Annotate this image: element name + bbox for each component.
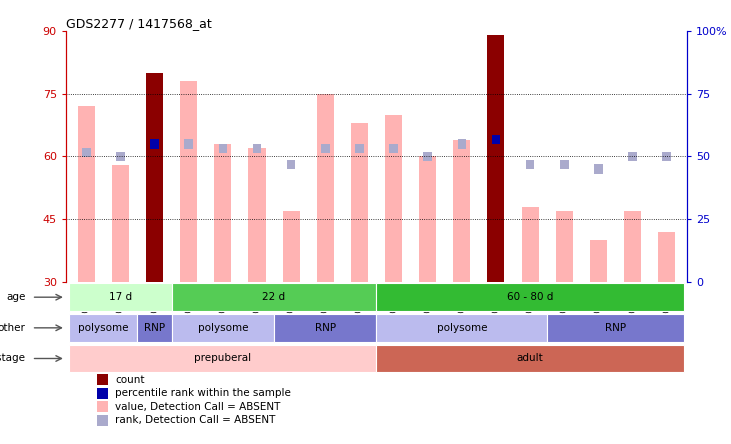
Bar (82, 148, 91, 157)
Text: prepuberal: prepuberal (194, 353, 251, 364)
Bar (526, 160, 534, 170)
Bar (137, 314, 172, 341)
Text: polysome: polysome (197, 323, 248, 333)
Text: 22 d: 22 d (262, 292, 286, 302)
Bar (628, 152, 637, 161)
Text: polysome: polysome (78, 323, 129, 333)
Text: value, Detection Call = ABSENT: value, Detection Call = ABSENT (115, 402, 281, 412)
Bar (151, 139, 159, 149)
Bar (180, 81, 197, 282)
Bar (488, 35, 504, 282)
Bar (419, 156, 436, 282)
Text: rank, Detection Call = ABSENT: rank, Detection Call = ABSENT (115, 416, 276, 425)
Bar (385, 115, 402, 282)
Bar (112, 165, 129, 282)
Bar (376, 314, 548, 341)
Bar (116, 152, 125, 161)
Bar (355, 143, 363, 153)
Text: other: other (0, 323, 26, 333)
Bar (96, 401, 108, 412)
Bar (249, 148, 265, 282)
Bar (662, 152, 671, 161)
Bar (458, 139, 466, 149)
Text: count: count (115, 375, 145, 385)
Bar (376, 345, 683, 372)
Bar (146, 73, 163, 282)
Bar (594, 164, 602, 174)
Text: 17 d: 17 d (109, 292, 132, 302)
Text: GDS2277 / 1417568_at: GDS2277 / 1417568_at (66, 17, 211, 30)
Text: RNP: RNP (314, 323, 336, 333)
Bar (453, 140, 470, 282)
Bar (376, 283, 683, 311)
Bar (69, 345, 376, 372)
Bar (590, 240, 607, 282)
Bar (287, 160, 295, 170)
Text: 60 - 80 d: 60 - 80 d (507, 292, 553, 302)
Bar (351, 123, 368, 282)
Bar (321, 143, 330, 153)
Bar (96, 388, 108, 399)
Text: polysome: polysome (436, 323, 487, 333)
Bar (96, 374, 108, 385)
Bar (283, 211, 300, 282)
Bar (423, 152, 432, 161)
Bar (274, 314, 376, 341)
Bar (548, 314, 683, 341)
Bar (624, 211, 641, 282)
Text: age: age (6, 292, 26, 302)
Bar (172, 314, 274, 341)
Text: adult: adult (517, 353, 543, 364)
Bar (69, 283, 172, 311)
Bar (492, 135, 500, 144)
Bar (521, 206, 539, 282)
Bar (658, 232, 675, 282)
Text: percentile rank within the sample: percentile rank within the sample (115, 388, 292, 398)
Text: development stage: development stage (0, 353, 26, 364)
Bar (77, 106, 95, 282)
Text: RNP: RNP (605, 323, 626, 333)
Bar (560, 160, 569, 170)
Text: RNP: RNP (144, 323, 165, 333)
Bar (556, 211, 573, 282)
Bar (317, 94, 334, 282)
Bar (69, 314, 137, 341)
Bar (96, 415, 108, 426)
Bar (172, 283, 376, 311)
Bar (219, 143, 227, 153)
Bar (184, 139, 193, 149)
Bar (214, 144, 232, 282)
Bar (390, 143, 398, 153)
Bar (253, 143, 261, 153)
